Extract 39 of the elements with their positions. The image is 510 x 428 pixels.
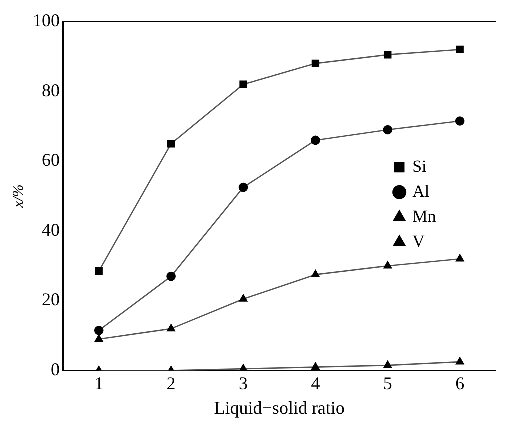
x-tick-label: 1 bbox=[94, 373, 104, 394]
point bbox=[239, 294, 248, 302]
x-tick-label: 6 bbox=[456, 373, 465, 394]
x-axis-title: Liquid−solid ratio bbox=[214, 398, 345, 418]
point bbox=[311, 136, 320, 146]
x-tick-label: 3 bbox=[239, 373, 248, 394]
point bbox=[384, 261, 392, 269]
x-tick-label: 5 bbox=[383, 373, 392, 394]
x-tick-label: 2 bbox=[166, 373, 176, 394]
x-tick-label: 4 bbox=[311, 373, 320, 394]
point bbox=[456, 357, 464, 365]
point bbox=[94, 334, 104, 342]
point bbox=[240, 80, 248, 88]
point bbox=[238, 182, 248, 192]
y-axis-title: x/% bbox=[10, 184, 27, 209]
legend-label: Si bbox=[412, 156, 428, 176]
y-tick-label: 60 bbox=[42, 150, 60, 170]
point bbox=[383, 125, 393, 135]
y-tick-label: 20 bbox=[42, 290, 60, 310]
point bbox=[312, 270, 320, 278]
legend-label: Mn bbox=[412, 206, 437, 226]
legend-label: Al bbox=[412, 182, 430, 201]
point bbox=[312, 60, 320, 68]
point bbox=[166, 272, 176, 282]
point bbox=[312, 362, 320, 370]
y-tick-label: 80 bbox=[42, 80, 60, 100]
point bbox=[456, 46, 464, 54]
legend-label: V bbox=[412, 232, 426, 251]
point bbox=[167, 324, 176, 332]
point bbox=[384, 51, 392, 59]
point bbox=[456, 254, 464, 262]
y-tick-label: 0 bbox=[51, 360, 60, 380]
point bbox=[384, 360, 392, 368]
y-tick-label: 100 bbox=[33, 10, 60, 31]
point bbox=[95, 268, 103, 276]
point bbox=[94, 326, 104, 336]
y-tick-label: 40 bbox=[42, 220, 60, 240]
point bbox=[167, 140, 176, 148]
point bbox=[455, 116, 465, 126]
